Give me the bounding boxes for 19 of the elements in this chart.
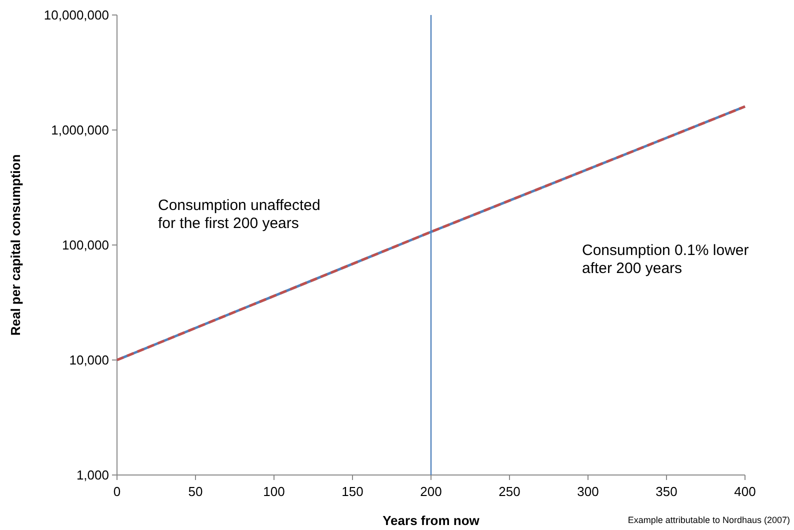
y-tick-label: 10,000,000	[44, 8, 109, 23]
y-tick-label: 1,000,000	[51, 122, 109, 138]
x-tick-label: 200	[420, 484, 442, 499]
x-tick-label: 100	[263, 484, 285, 499]
annotation: Consumption unaffected for the first 200 years	[158, 197, 320, 232]
y-tick-label: 100,000	[62, 238, 109, 253]
y-tick-label: 10,000	[69, 352, 109, 368]
x-tick-label: 250	[498, 484, 520, 499]
x-axis-title: Years from now	[382, 513, 480, 528]
x-tick-label: 50	[188, 484, 203, 499]
x-tick-label: 150	[342, 484, 364, 499]
annotation: Consumption 0.1% lower after 200 years	[582, 242, 749, 277]
x-tick-label: 300	[577, 484, 599, 499]
y-axis-title: Real per capital consumption	[8, 154, 23, 336]
x-tick-label: 350	[656, 484, 678, 499]
x-tick-label: 400	[734, 484, 756, 499]
x-tick-label: 0	[113, 484, 121, 499]
text: Example attributable to Nordhaus (2007)	[628, 515, 790, 525]
y-tick-label: 1,000	[76, 468, 109, 483]
